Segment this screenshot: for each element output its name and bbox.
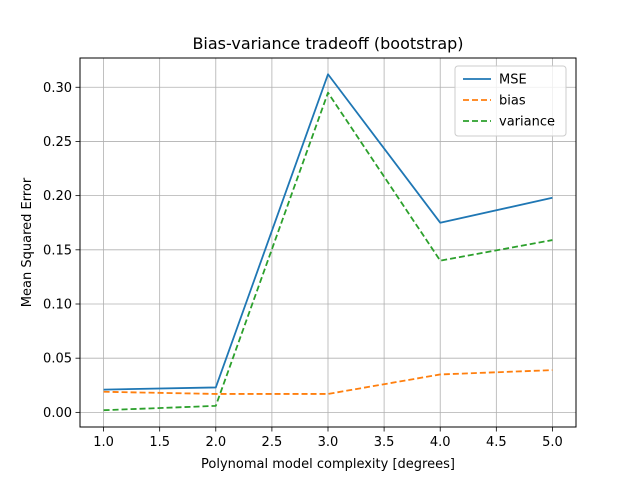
series-line-bias <box>103 369 553 395</box>
x-tick-label: 5.0 <box>542 435 563 450</box>
x-tick-label: 1.5 <box>149 435 170 450</box>
x-axis: 1.0 1.5 2.0 2.5 3.0 3.5 4.0 4.5 5.0 <box>93 427 563 450</box>
legend-label-variance: variance <box>499 115 555 130</box>
y-tick-label: 0.05 <box>43 352 72 367</box>
series-line-variance <box>103 91 553 412</box>
series-lines <box>103 73 553 412</box>
x-tick-label: 3.0 <box>318 435 339 450</box>
series-line-MSE <box>103 73 553 391</box>
y-tick-label: 0.10 <box>43 298 72 313</box>
x-tick-label: 2.0 <box>205 435 226 450</box>
y-tick-label: 0.25 <box>43 135 72 150</box>
x-tick-label: 3.5 <box>374 435 395 450</box>
y-axis-label: Mean Squared Error <box>20 177 35 307</box>
y-tick-label: 0.00 <box>43 406 72 421</box>
chart-title: Bias-variance tradeoff (bootstrap) <box>192 34 463 53</box>
y-tick-label: 0.20 <box>43 189 72 204</box>
x-tick-label: 2.5 <box>262 435 283 450</box>
legend-label-MSE: MSE <box>499 73 527 88</box>
x-tick-label: 4.5 <box>486 435 507 450</box>
legend-box <box>454 65 567 137</box>
y-axis: 0.00 0.05 0.10 0.15 0.20 0.25 0.30 <box>43 81 80 421</box>
x-tick-label: 4.0 <box>430 435 451 450</box>
y-tick-label: 0.15 <box>43 243 72 258</box>
x-tick-label: 1.0 <box>93 435 114 450</box>
legend-label-bias: bias <box>499 94 526 109</box>
y-tick-label: 0.30 <box>43 81 72 96</box>
legend: MSE bias variance <box>454 65 567 137</box>
x-axis-label: Polynomal model complexity [degrees] <box>201 457 455 472</box>
